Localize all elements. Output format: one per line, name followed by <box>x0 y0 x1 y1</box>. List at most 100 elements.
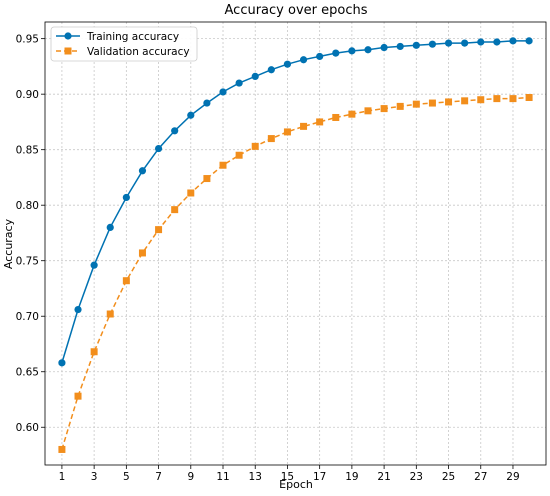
x-axis: 1 3 5 7 9 11 13 15 17 19 21 23 25 27 29 <box>59 465 520 483</box>
x-tick-label: 15 <box>281 471 294 483</box>
data-point <box>235 151 243 159</box>
x-tick-label: 21 <box>377 471 390 483</box>
data-point <box>445 98 453 106</box>
data-point <box>461 39 469 47</box>
data-point <box>428 99 436 107</box>
data-point <box>396 102 404 110</box>
plot-area-frame <box>44 21 547 466</box>
data-point <box>477 96 485 104</box>
data-point <box>74 305 82 314</box>
data-point <box>74 392 82 400</box>
data-point <box>90 261 98 269</box>
legend-label: Validation accuracy <box>87 46 190 58</box>
x-tick-label: 27 <box>474 471 487 483</box>
x-tick-label: 19 <box>345 471 358 483</box>
data-point <box>380 43 388 52</box>
x-tick-label: 9 <box>187 471 194 483</box>
data-point <box>138 167 147 175</box>
data-point <box>219 161 227 169</box>
data-point <box>154 144 163 153</box>
data-point <box>58 359 66 367</box>
data-point <box>283 128 291 136</box>
series-1 <box>58 37 533 367</box>
data-point <box>380 105 388 113</box>
data-point <box>171 127 179 135</box>
data-point <box>332 49 340 57</box>
data-point <box>461 97 469 105</box>
data-point <box>477 38 485 46</box>
y-tick-label: 0.80 <box>16 200 39 212</box>
x-tick-label: 1 <box>59 471 66 483</box>
data-point <box>187 111 195 119</box>
y-tick-label: 0.60 <box>16 422 39 434</box>
legend: Training accuracy Validation accuracy <box>50 26 198 62</box>
data-point <box>235 79 243 87</box>
x-tick-label: 7 <box>155 471 162 483</box>
series-line <box>61 40 530 364</box>
data-point <box>412 41 420 49</box>
data-point <box>332 113 340 121</box>
data-point <box>251 142 259 150</box>
legend-frame <box>50 26 198 62</box>
data-point <box>316 118 324 126</box>
x-tick-label: 13 <box>249 471 262 483</box>
data-point <box>428 40 437 48</box>
y-tick-label: 0.85 <box>16 144 39 156</box>
x-tick-label: 17 <box>313 471 326 483</box>
data-point <box>444 39 453 47</box>
data-point <box>316 52 324 61</box>
data-point <box>525 93 533 101</box>
series-2 <box>58 93 533 453</box>
x-tick-label: 25 <box>442 471 455 483</box>
data-point <box>364 46 372 54</box>
data-point <box>106 310 114 318</box>
data-point <box>348 110 356 118</box>
series-line <box>61 96 530 450</box>
x-tick-label: 11 <box>216 471 229 483</box>
y-axis: 0.60 0.65 0.70 0.75 0.80 0.85 0.90 0.95 <box>16 33 45 434</box>
x-axis-label: Epoch <box>279 478 313 491</box>
legend-label: Training accuracy <box>86 31 179 43</box>
data-point <box>251 72 259 81</box>
data-point <box>138 249 146 257</box>
data-point <box>493 95 501 103</box>
series-layer <box>58 37 533 453</box>
data-point <box>90 348 98 356</box>
data-point <box>203 99 211 107</box>
data-point <box>300 122 308 130</box>
data-point <box>412 100 420 108</box>
data-point <box>187 189 195 197</box>
data-point <box>509 37 517 45</box>
x-tick-label: 5 <box>123 471 130 483</box>
data-point <box>267 135 275 143</box>
data-point <box>283 60 292 68</box>
data-point <box>267 66 275 74</box>
x-tick-label: 29 <box>506 471 519 483</box>
grid <box>45 22 546 465</box>
y-axis-label: Accuracy <box>2 218 15 269</box>
y-tick-label: 0.90 <box>16 89 39 101</box>
y-tick-label: 0.65 <box>16 367 39 379</box>
data-point <box>58 445 66 453</box>
y-tick-label: 0.95 <box>16 33 39 45</box>
x-tick-label: 23 <box>410 471 423 483</box>
y-tick-label: 0.70 <box>16 311 39 323</box>
legend-marker <box>64 32 72 40</box>
data-point <box>509 95 517 103</box>
data-point <box>122 193 130 202</box>
data-point <box>364 107 372 115</box>
data-point <box>106 223 114 232</box>
data-point <box>299 56 308 64</box>
data-point <box>171 206 179 214</box>
legend-marker <box>64 47 72 55</box>
data-point <box>396 42 404 51</box>
data-point <box>155 226 163 234</box>
data-point <box>203 175 211 183</box>
data-point <box>493 38 501 46</box>
data-point <box>525 37 533 45</box>
data-point <box>348 47 356 55</box>
y-tick-label: 0.75 <box>16 256 39 268</box>
data-point <box>122 277 130 285</box>
